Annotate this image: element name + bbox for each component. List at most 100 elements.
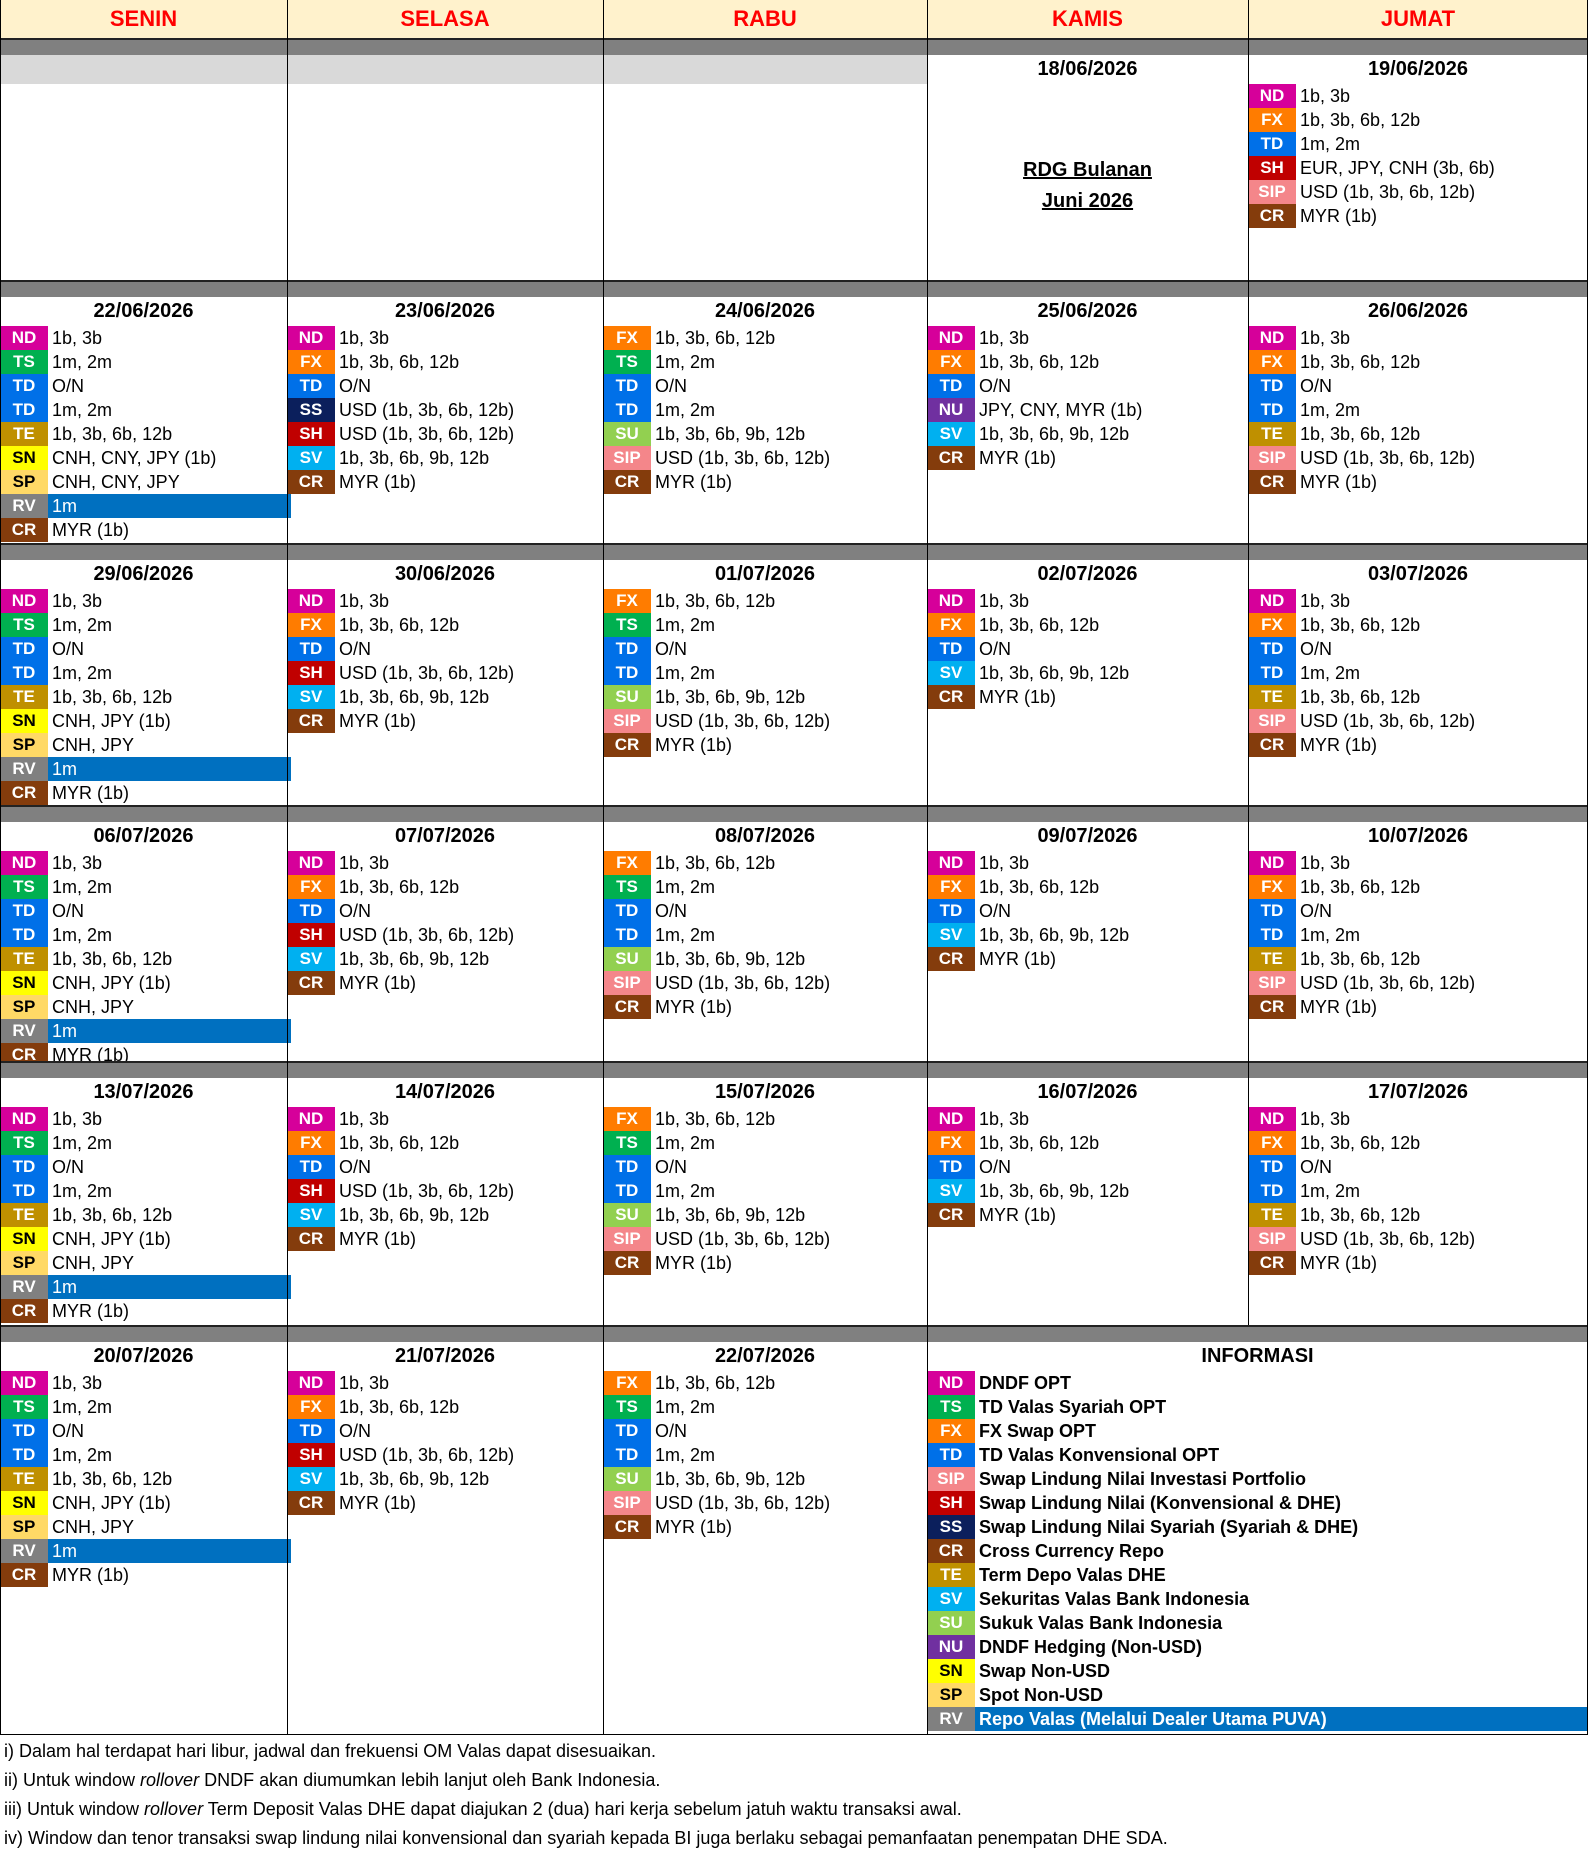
code-badge: TE (0, 1467, 48, 1491)
item-text: TD Valas Syariah OPT (979, 1397, 1167, 1417)
code-badge: RV (0, 494, 48, 518)
week-band (0, 1061, 1588, 1078)
item-text: Sukuk Valas Bank Indonesia (979, 1613, 1223, 1633)
item-text: 1b, 3b, 6b, 12b (1300, 877, 1421, 897)
code-badge: TD (0, 374, 48, 398)
item-text: FX Swap OPT (979, 1421, 1097, 1441)
item-row: FX 1b, 3b, 6b, 12b (287, 613, 603, 637)
code-badge: ND (0, 851, 48, 875)
footnote-text: rollover (140, 1770, 200, 1790)
item-text: O/N (1300, 639, 1333, 659)
code-badge: TD (927, 1155, 975, 1179)
item-text: O/N (339, 1421, 372, 1441)
item-text: 1b, 3b (1300, 591, 1351, 611)
code-badge: FX (287, 875, 335, 899)
item-row: TD O/N (603, 637, 927, 661)
code-badge: SIP (603, 971, 651, 995)
item-row: CR MYR (1b) (1248, 204, 1588, 228)
code-badge: CR (0, 1299, 48, 1323)
code-badge: CR (287, 470, 335, 494)
code-badge: RV (0, 1019, 48, 1043)
item-text: O/N (339, 901, 372, 921)
item-row: TD O/N (287, 899, 603, 923)
item-row: FX FX Swap OPT (927, 1419, 1588, 1443)
code-badge: SV (287, 947, 335, 971)
item-text: 1b, 3b, 6b, 12b (1300, 1133, 1421, 1153)
item-row: SN Swap Non-USD (927, 1659, 1588, 1683)
code-badge: TE (1248, 422, 1296, 446)
item-row: TD 1m, 2m (603, 1179, 927, 1203)
item-text: Swap Non-USD (979, 1661, 1111, 1681)
item-row: TE 1b, 3b, 6b, 12b (0, 947, 287, 971)
item-text: 1m, 2m (655, 352, 716, 372)
item-row: CR MYR (1b) (1248, 1251, 1588, 1275)
item-text: 1b, 3b (1300, 1109, 1351, 1129)
item-row: SN CNH, JPY (1b) (0, 709, 287, 733)
code-badge: SU (603, 422, 651, 446)
item-row: CR MYR (1b) (287, 470, 603, 494)
item-text: USD (1b, 3b, 6b, 12b) (1300, 448, 1476, 468)
item-row: SH USD (1b, 3b, 6b, 12b) (287, 923, 603, 947)
item-text: 1b, 3b (1300, 328, 1351, 348)
item-row: SV 1b, 3b, 6b, 9b, 12b (287, 685, 603, 709)
item-text: EUR, JPY, CNH (3b, 6b) (1300, 158, 1495, 178)
item-row: TD 1m, 2m (1248, 661, 1588, 685)
code-badge: TS (603, 350, 651, 374)
code-badge: TS (603, 875, 651, 899)
item-row: FX 1b, 3b, 6b, 12b (287, 1131, 603, 1155)
code-badge: FX (927, 1419, 975, 1443)
empty-date-bar (287, 55, 603, 84)
item-row: ND 1b, 3b (287, 851, 603, 875)
date: 23/06/2026 (394, 300, 496, 322)
code-badge: CR (603, 995, 651, 1019)
item-row: TS 1m, 2m (603, 1131, 927, 1155)
code-badge: RV (927, 1707, 975, 1731)
item-text: 1m (48, 1275, 291, 1299)
item-row: TE 1b, 3b, 6b, 12b (1248, 1203, 1588, 1227)
week-band (0, 280, 1588, 297)
item-text: 1b, 3b, 6b, 9b, 12b (655, 1469, 806, 1489)
column-line (0, 0, 1, 38)
item-row: TD 1m, 2m (1248, 132, 1588, 156)
code-badge: TE (0, 1203, 48, 1227)
code-badge: TD (0, 1155, 48, 1179)
code-badge: SH (287, 923, 335, 947)
item-row: SIP USD (1b, 3b, 6b, 12b) (1248, 971, 1588, 995)
date: 15/07/2026 (714, 1081, 816, 1103)
code-badge: ND (0, 589, 48, 613)
item-row: FX 1b, 3b, 6b, 12b (603, 1107, 927, 1131)
item-row: SH USD (1b, 3b, 6b, 12b) (287, 1443, 603, 1467)
item-row: ND 1b, 3b (0, 589, 287, 613)
footnote-text: ii) Untuk window (4, 1770, 141, 1790)
item-row: FX 1b, 3b, 6b, 12b (927, 350, 1248, 374)
item-row: ND 1b, 3b (0, 1107, 287, 1131)
empty-date-bar (603, 55, 927, 84)
item-row: SIP USD (1b, 3b, 6b, 12b) (1248, 446, 1588, 470)
code-badge: SH (287, 1443, 335, 1467)
code-badge: TD (603, 398, 651, 422)
item-text: 1b, 3b (52, 853, 103, 873)
code-badge: TD (0, 1179, 48, 1203)
item-text: 1b, 3b, 6b, 12b (52, 424, 173, 444)
date: 02/07/2026 (1037, 563, 1138, 585)
item-text: 1m, 2m (655, 663, 716, 683)
column-line (0, 543, 1, 805)
code-badge: TD (287, 374, 335, 398)
code-badge: TS (603, 1131, 651, 1155)
code-badge: TD (0, 398, 48, 422)
item-row: SP CNH, CNY, JPY (0, 470, 287, 494)
item-row: CR MYR (1b) (1248, 995, 1588, 1019)
item-text: 1b, 3b (1300, 86, 1351, 106)
item-row: FX 1b, 3b, 6b, 12b (927, 613, 1248, 637)
code-badge: FX (927, 875, 975, 899)
code-badge: NU (927, 398, 975, 422)
code-badge: CR (927, 446, 975, 470)
column-line (0, 38, 1, 280)
footnote: iv) Window dan tenor transaksi swap lind… (4, 1826, 1168, 1850)
code-badge: SV (287, 685, 335, 709)
item-text: O/N (52, 376, 85, 396)
code-badge: TE (927, 1563, 975, 1587)
code-badge: TS (0, 613, 48, 637)
item-row: TD 1m, 2m (603, 923, 927, 947)
item-text: 1m (48, 1539, 291, 1563)
